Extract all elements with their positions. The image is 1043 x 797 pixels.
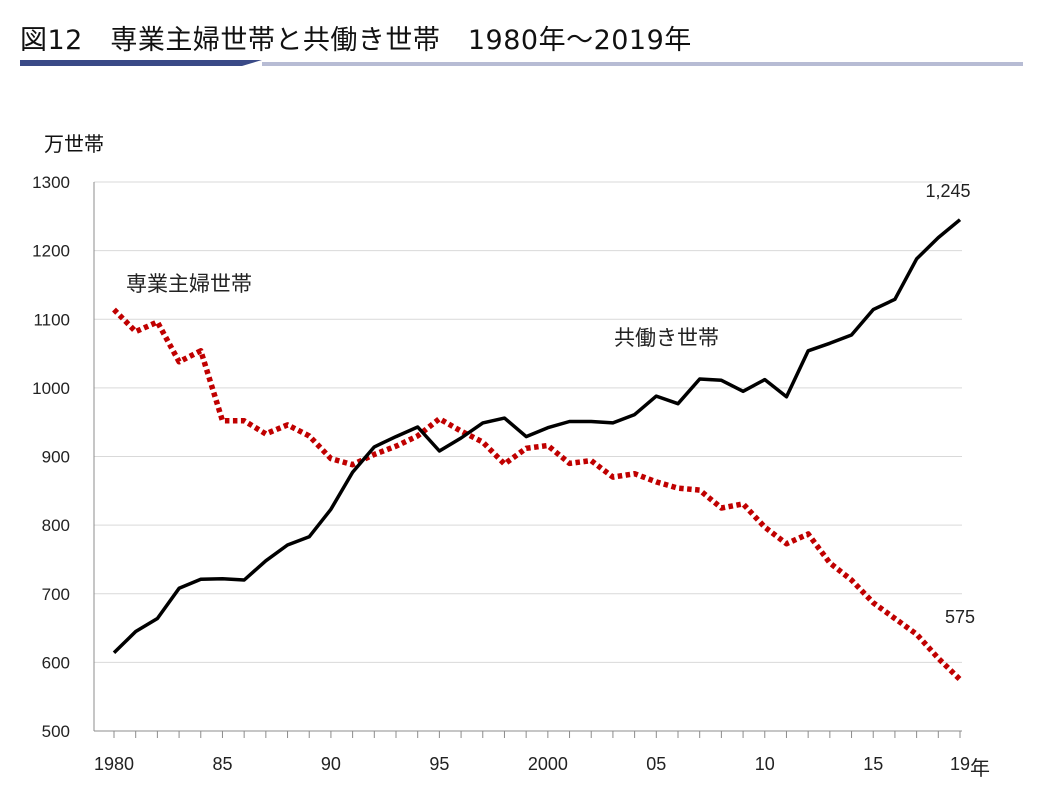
y-tick-label: 1300 xyxy=(32,173,70,192)
x-tick-label: 2000 xyxy=(528,754,568,774)
y-tick-label: 900 xyxy=(42,448,70,467)
y-tick-label: 800 xyxy=(42,516,70,535)
y-tick-label: 500 xyxy=(42,722,70,741)
y-tick-label: 1100 xyxy=(33,310,70,329)
x-tick-label: 10 xyxy=(755,754,775,774)
series-label-housewife: 専業主婦世帯 xyxy=(126,273,252,296)
x-tick-label: 15 xyxy=(863,754,883,774)
page-title: 図12 専業主婦世帯と共働き世帯 1980年～2019年 xyxy=(20,25,692,56)
x-tick-label: 05 xyxy=(646,754,666,774)
y-tick-label: 1200 xyxy=(32,242,70,261)
series-line xyxy=(112,307,962,682)
series-label-dual-income: 共働き世帯 xyxy=(614,327,719,350)
data-label-housewife-end: 575 xyxy=(945,607,975,627)
title-rule-dark xyxy=(20,60,242,66)
title-rule-light xyxy=(262,62,1023,66)
y-tick-label: 600 xyxy=(42,653,70,672)
y-axis-unit-label: 万世帯 xyxy=(44,132,104,156)
x-tick-label: 85 xyxy=(212,754,232,774)
x-tick-label: 90 xyxy=(321,754,341,774)
x-axis-unit-label: 年 xyxy=(970,757,990,780)
x-tick-label: 1980 xyxy=(94,754,134,774)
title-rule xyxy=(20,60,1023,66)
series-line xyxy=(112,218,962,655)
data-label-dual-end: 1,245 xyxy=(925,181,970,201)
title-rule-slant xyxy=(242,60,262,66)
x-tick-label: 95 xyxy=(429,754,449,774)
y-tick-label: 1000 xyxy=(32,379,70,398)
y-tick-label: 700 xyxy=(42,585,70,604)
x-tick-label: 19 xyxy=(950,754,970,774)
